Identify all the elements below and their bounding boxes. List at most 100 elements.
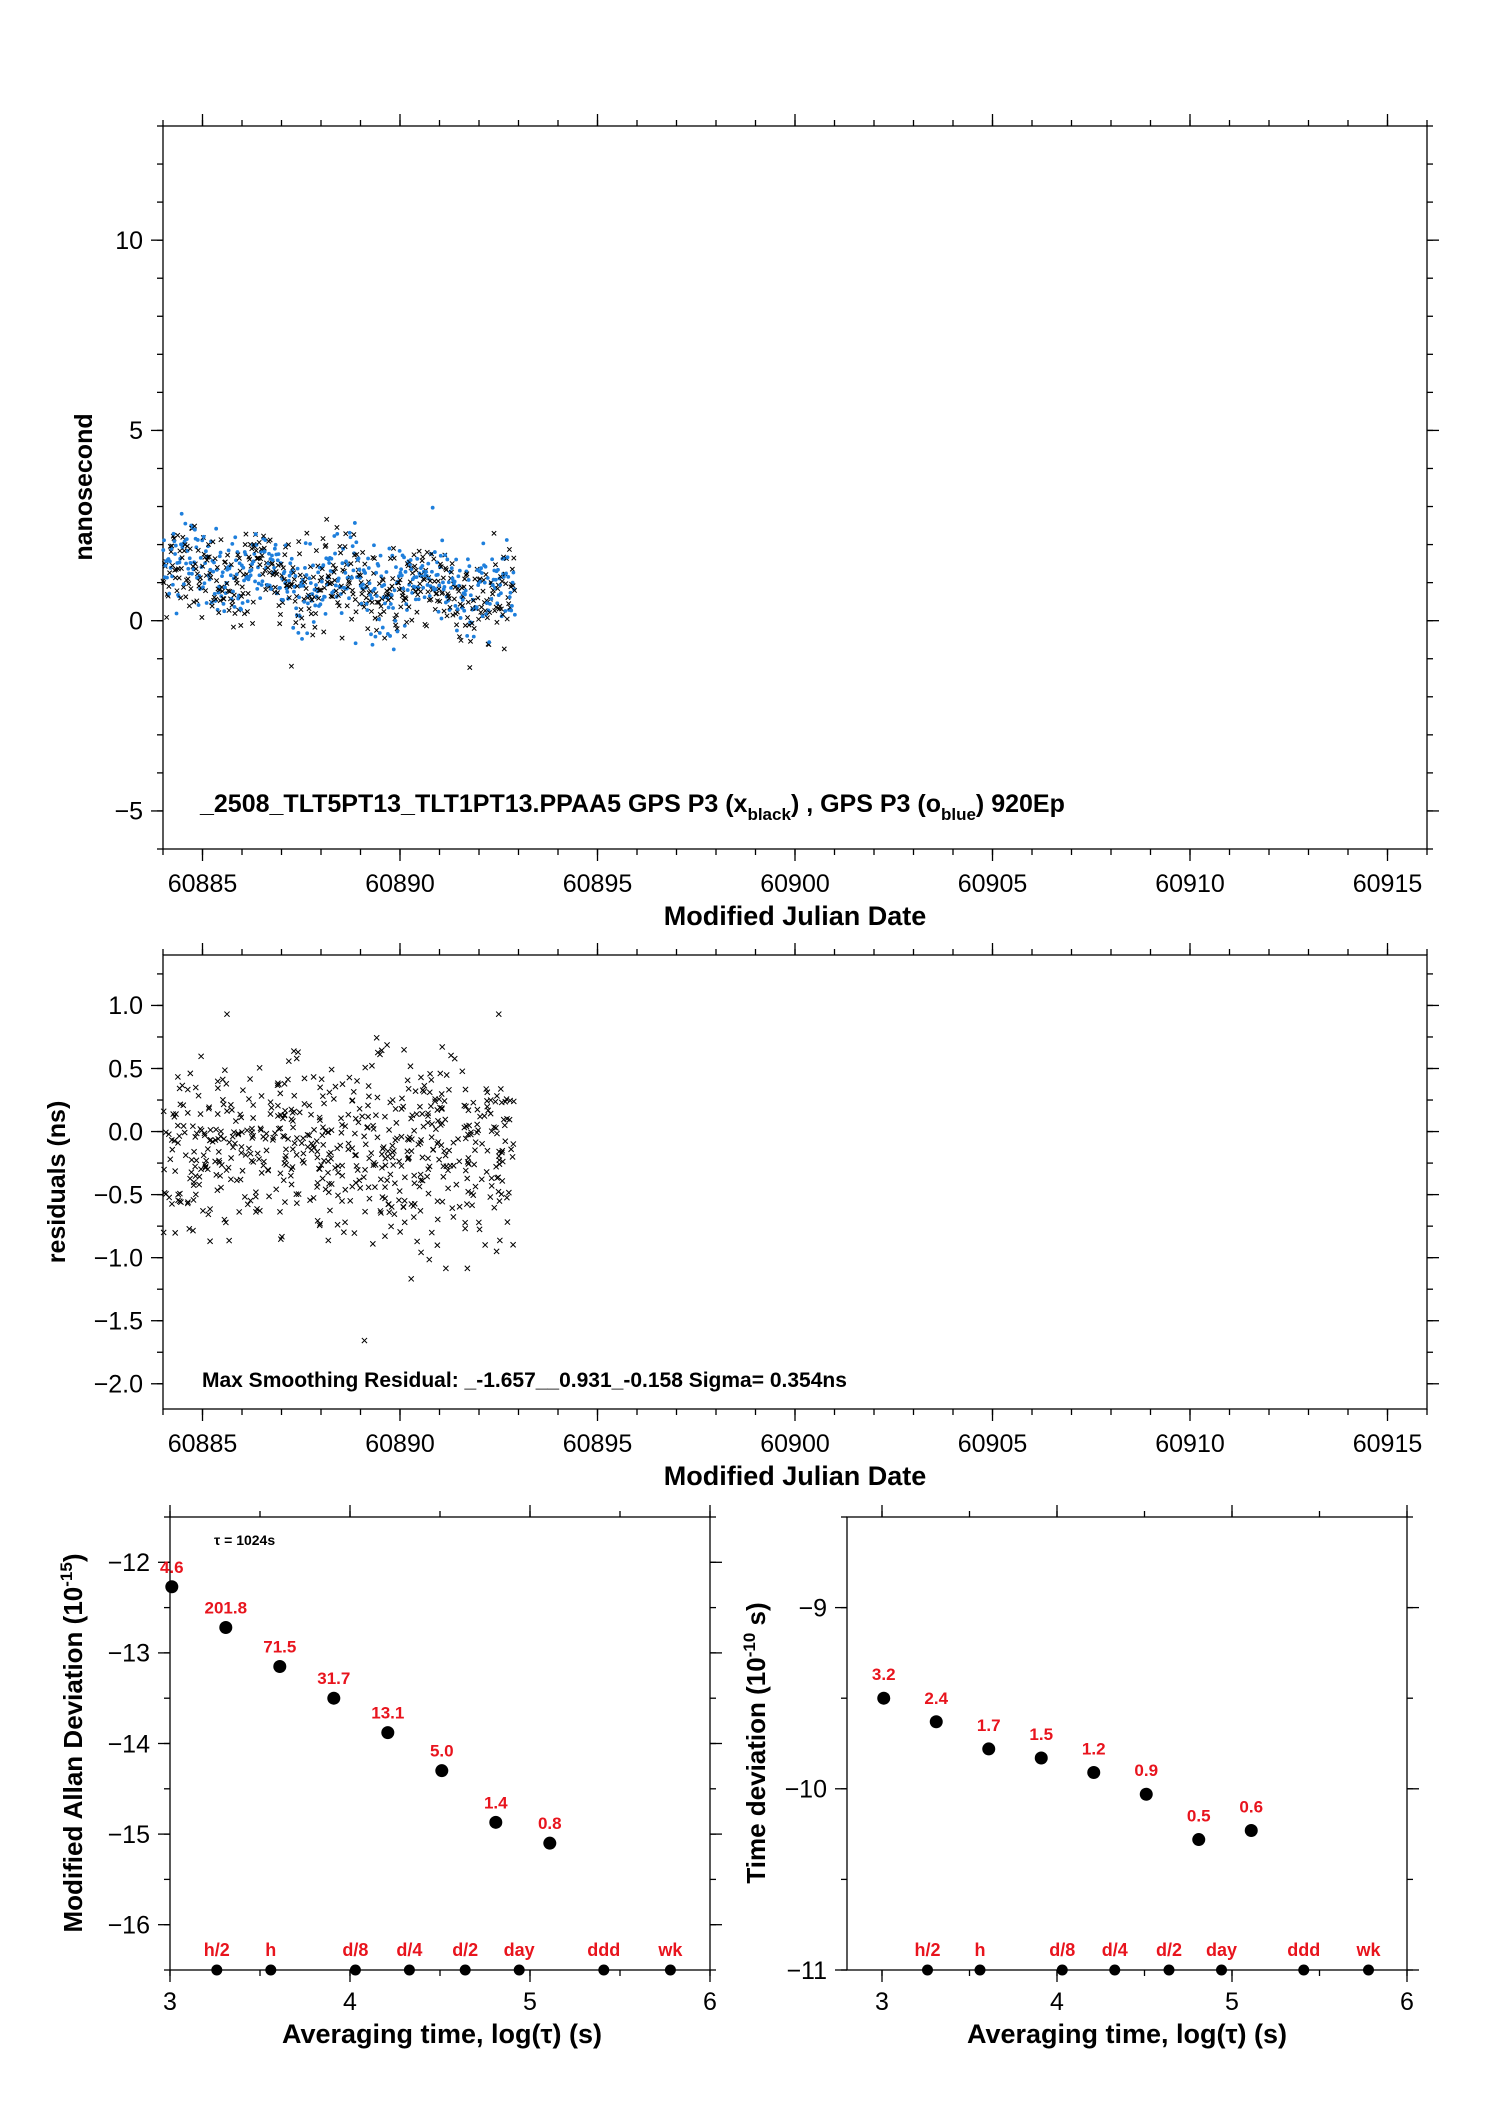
residual-x-point: [288, 1166, 295, 1173]
ns-blue-o-point: [432, 550, 437, 554]
ns-black-x-point: [205, 541, 212, 548]
residual-x-point: [187, 1175, 194, 1182]
time-deviation-x-axis-title: Averaging time, log(τ) (s): [967, 2019, 1287, 2049]
ns-black-x-point: [217, 597, 223, 604]
y-tick-label: −15: [108, 1821, 150, 1849]
ns-blue-o-point: [457, 583, 461, 588]
residual-x-point: [274, 1080, 281, 1087]
ns-black-x-point: [164, 614, 170, 620]
ns-black-x-point: [227, 588, 233, 595]
ns-blue-o-point: [433, 587, 438, 592]
residual-x-point: [469, 1202, 476, 1209]
ns-blue-o-point: [388, 602, 393, 606]
ns-black-x-point: [500, 611, 506, 618]
ns-blue-o-point: [311, 563, 315, 568]
ns-blue-o-point: [393, 619, 398, 623]
residual-x-point: [419, 1154, 426, 1161]
ns-blue-o-point: [482, 580, 487, 585]
ns-black-x-point: [175, 532, 181, 538]
residual-x-point: [410, 1214, 417, 1221]
residual-x-point: [188, 1156, 195, 1163]
ns-blue-o-point: [405, 588, 410, 592]
ns-black-x-point: [382, 635, 388, 641]
residual-x-point: [449, 1205, 456, 1212]
ns-blue-o-point: [395, 629, 400, 634]
ns-blue-o-point: [485, 576, 490, 580]
residual-x-point: [332, 1083, 339, 1090]
ns-blue-o-point: [307, 576, 312, 581]
residual-x-point: [218, 1128, 224, 1135]
residual-x-point: [248, 1157, 255, 1164]
ns-black-x-point: [381, 609, 387, 615]
ns-black-x-point: [343, 531, 349, 537]
x-tick-label: 60900: [760, 870, 830, 898]
residual-x-point: [219, 1096, 226, 1103]
ns-blue-o-point: [465, 633, 470, 638]
ns-blue-o-point: [285, 589, 290, 594]
residual-x-point: [443, 1072, 450, 1078]
ns-blue-o-point: [181, 582, 186, 587]
ns-black-x-point: [345, 584, 351, 590]
residual-x-point: [427, 1070, 434, 1077]
residual-x-point: [430, 1146, 436, 1153]
ns-blue-o-point: [242, 578, 246, 583]
ns-blue-o-point: [347, 530, 352, 535]
residual-x-point: [328, 1066, 335, 1073]
ns-black-x-point: [214, 564, 220, 571]
residual-x-point: [176, 1133, 183, 1140]
ns-black-x-point: [208, 574, 214, 580]
ns-black-x-point: [272, 584, 278, 590]
residual-x-point: [462, 1167, 469, 1174]
ns-blue-o-point: [368, 593, 373, 597]
ns-black-x-point: [465, 599, 471, 605]
ns-blue-o-point: [231, 589, 235, 594]
ns-blue-o-point: [359, 601, 364, 606]
time-marker-label: day: [1206, 1940, 1237, 1960]
ns-blue-o-point: [239, 607, 244, 612]
ns-black-x-point: [465, 615, 471, 621]
residual-x-point: [420, 1088, 427, 1095]
ns-black-x-point: [205, 554, 211, 560]
residual-x-point: [173, 1111, 179, 1118]
ns-black-x-point: [225, 552, 231, 558]
ns-black-x-point: [259, 552, 265, 558]
residual-x-point: [282, 1199, 288, 1206]
residual-x-point: [232, 1118, 239, 1125]
ns-black-x-point: [412, 563, 418, 569]
x-tick-label: 60890: [365, 870, 435, 898]
ns-black-x-point: [169, 562, 176, 569]
ns-blue-o-point: [399, 573, 404, 578]
ns-blue-o-point: [366, 556, 370, 561]
ns-black-x-point: [401, 633, 408, 639]
ns-black-x-point: [511, 587, 518, 594]
ns-black-x-point: [400, 590, 406, 596]
time-deviation-points: 3.2 2.4 1.7 1.5 1.2 0.9 0.5 0.6 h/2 h d/8 d/4 d/2 day…: [872, 1665, 1381, 1976]
residual-x-point: [247, 1150, 254, 1157]
residual-x-point: [502, 1138, 509, 1145]
ns-black-x-point: [440, 575, 446, 581]
residual-x-point: [256, 1156, 262, 1163]
residual-x-point: [230, 1144, 237, 1151]
residual-x-point: [209, 1138, 216, 1145]
x-tick-label: 6: [1400, 1988, 1414, 2016]
residual-x-point: [320, 1124, 326, 1131]
deviation-point: [543, 1836, 557, 1850]
ns-blue-o-point: [292, 589, 296, 594]
ns-blue-o-point: [449, 566, 454, 570]
ns-blue-o-point: [165, 575, 169, 580]
residual-x-point: [482, 1242, 489, 1248]
residual-x-point: [274, 1082, 281, 1089]
ns-blue-o-point: [305, 601, 310, 606]
ns-blue-o-point: [463, 588, 468, 593]
residual-x-point: [301, 1100, 308, 1107]
ns-blue-o-point: [370, 642, 375, 647]
residual-x-point: [227, 1176, 234, 1183]
x-tick-label: 60905: [958, 1430, 1028, 1458]
residual-x-point: [463, 1201, 470, 1208]
ns-black-x-point: [391, 555, 397, 561]
ns-black-x-point: [328, 593, 334, 599]
residual-x-point: [411, 1172, 418, 1179]
ns-blue-o-point: [322, 594, 327, 599]
time-deviation-frame: [846, 1516, 1408, 1971]
time-marker-dot: [513, 1964, 525, 1976]
